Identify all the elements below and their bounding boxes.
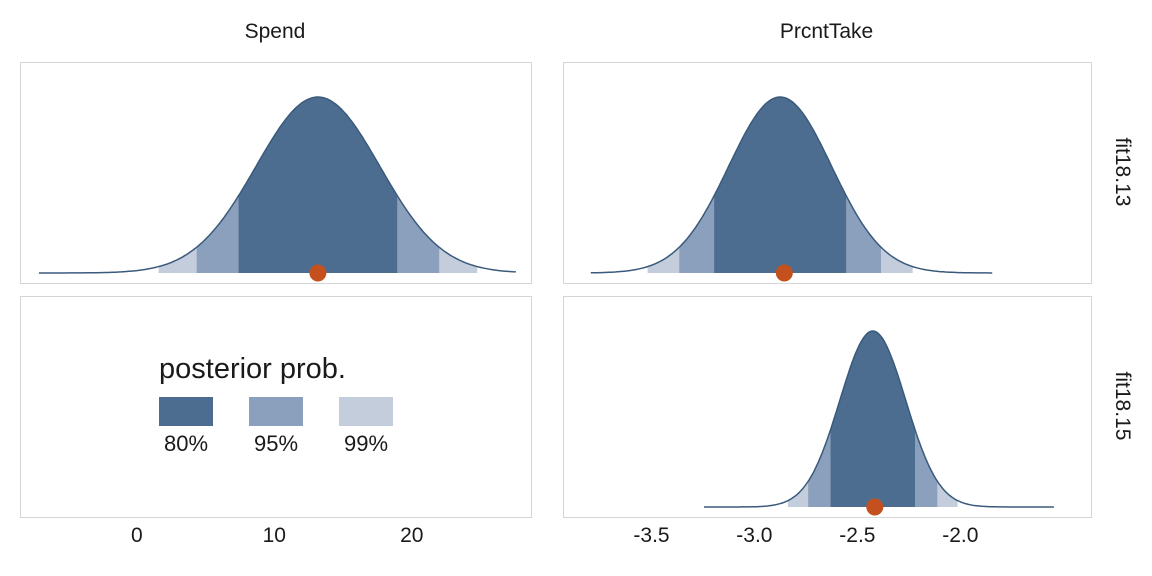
legend-item: 95% bbox=[249, 397, 303, 457]
legend-item: 80% bbox=[159, 397, 213, 457]
x-axis-tick-label: 0 bbox=[130, 524, 143, 547]
facet-column-label-spend: Spend bbox=[244, 20, 306, 43]
interval-fill-80pct bbox=[714, 97, 847, 273]
legend-swatch-95pct bbox=[249, 397, 303, 426]
x-axis-prcnttake: -3.5 -3.0 -2.5 -2.0 bbox=[563, 524, 1090, 554]
x-axis-tick-label: -3.0 bbox=[736, 524, 773, 547]
facet-column-label-prcnttake: PrcntTake bbox=[779, 20, 874, 43]
legend-label: 80% bbox=[163, 431, 209, 456]
legend-label: 95% bbox=[253, 431, 299, 456]
point-estimate-dot bbox=[775, 264, 793, 282]
legend: posterior prob. 80% 95% 99% bbox=[159, 353, 393, 457]
density-plot bbox=[38, 96, 516, 282]
x-axis-tick-label: -2.0 bbox=[942, 524, 979, 547]
interval-fill-80pct bbox=[830, 331, 915, 507]
x-axis-tick-label: 10 bbox=[262, 524, 286, 547]
panel-fit18-15-prcnttake bbox=[563, 296, 1092, 518]
legend-title: posterior prob. bbox=[159, 353, 346, 385]
density-curve bbox=[704, 330, 1054, 508]
interval-fill-80pct bbox=[238, 97, 398, 273]
facet-row-label-fit18-13: fit18.13 bbox=[1111, 137, 1134, 207]
point-estimate-dot bbox=[309, 264, 327, 282]
panel-fit18-13-prcnttake bbox=[563, 62, 1092, 284]
x-axis-spend: 0 10 20 bbox=[20, 524, 530, 554]
legend-swatch-99pct bbox=[339, 397, 393, 426]
panel-fit18-13-spend bbox=[20, 62, 532, 284]
density-plot bbox=[704, 330, 1054, 516]
x-axis-tick-label: 20 bbox=[400, 524, 424, 547]
x-axis-tick-label: -2.5 bbox=[839, 524, 876, 547]
density-plot bbox=[590, 96, 993, 282]
legend-items: 80% 95% 99% bbox=[159, 397, 393, 457]
legend-label: 99% bbox=[343, 431, 389, 456]
point-estimate-dot bbox=[866, 498, 884, 516]
facet-row-label-fit18-15: fit18.15 bbox=[1111, 371, 1134, 441]
legend-item: 99% bbox=[339, 397, 393, 457]
density-curve bbox=[38, 96, 516, 274]
legend-swatch-80pct bbox=[159, 397, 213, 426]
x-axis-tick-label: -3.5 bbox=[633, 524, 670, 547]
density-curve bbox=[590, 96, 993, 274]
panel-fit18-15-spend: posterior prob. 80% 95% 99% bbox=[20, 296, 532, 518]
